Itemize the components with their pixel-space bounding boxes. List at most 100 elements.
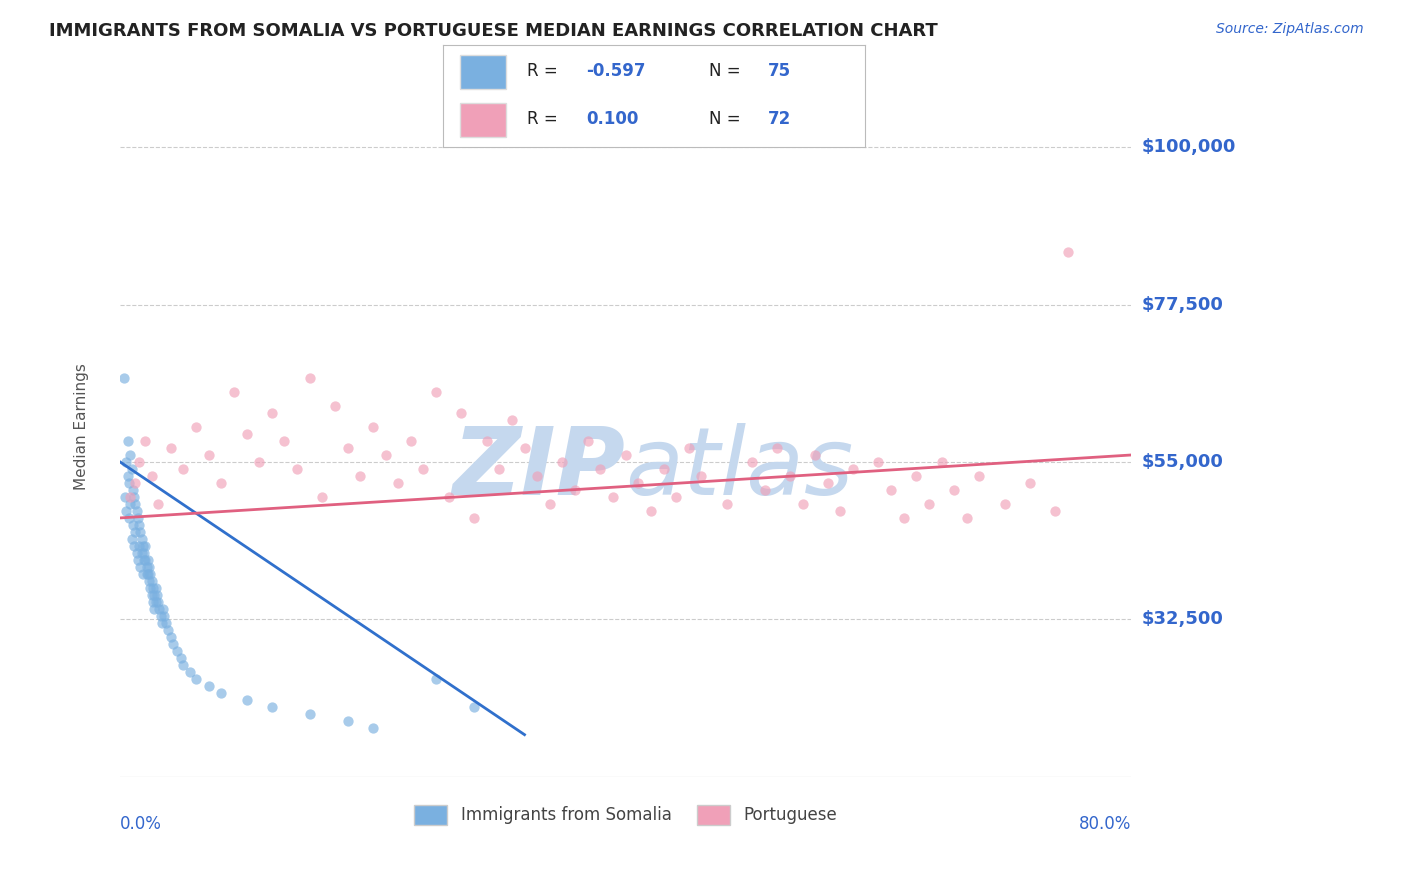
Point (120, 490, 142, 504)
Point (766, 441, 789, 455)
Point (128, 517, 150, 532)
Point (842, 462, 865, 476)
Text: Median Earnings: Median Earnings (75, 364, 89, 491)
Point (678, 441, 700, 455)
Point (311, 490, 333, 504)
Point (665, 490, 688, 504)
Point (298, 371, 321, 385)
Legend: Immigrants from Somalia, Portuguese: Immigrants from Somalia, Portuguese (408, 798, 844, 831)
Point (551, 455, 574, 469)
Point (121, 517, 143, 532)
Point (139, 581, 162, 595)
Point (149, 608, 172, 623)
Point (132, 539, 155, 553)
Point (115, 455, 138, 469)
Point (450, 406, 472, 420)
Point (399, 434, 422, 448)
Point (526, 469, 548, 483)
Point (172, 462, 194, 476)
Text: atlas: atlas (626, 424, 853, 515)
Point (115, 504, 138, 518)
Point (121, 483, 143, 497)
Point (136, 566, 159, 581)
Point (179, 665, 201, 679)
Point (172, 657, 194, 672)
Point (260, 699, 283, 714)
Text: 80.0%: 80.0% (1078, 815, 1130, 833)
Point (323, 399, 346, 413)
Point (120, 448, 142, 462)
Point (387, 475, 409, 490)
Point (209, 475, 232, 490)
Point (138, 574, 160, 588)
Point (166, 644, 188, 658)
Point (148, 602, 170, 616)
Point (463, 511, 485, 525)
Point (589, 462, 612, 476)
Point (117, 434, 139, 448)
Text: ZIP: ZIP (453, 423, 626, 515)
Point (135, 566, 157, 581)
Point (127, 553, 149, 567)
Point (513, 441, 536, 455)
Point (146, 497, 169, 511)
Point (120, 497, 142, 511)
Point (260, 406, 283, 420)
Point (136, 553, 159, 567)
Point (273, 434, 295, 448)
Point (361, 721, 384, 735)
Point (602, 490, 624, 504)
Point (118, 475, 141, 490)
Point (197, 448, 219, 462)
Point (184, 672, 207, 686)
Point (905, 469, 928, 483)
Point (741, 455, 763, 469)
Point (131, 532, 153, 546)
Point (437, 490, 460, 504)
Point (463, 699, 485, 714)
Point (779, 469, 801, 483)
Point (374, 448, 396, 462)
Point (145, 581, 167, 595)
Point (285, 462, 308, 476)
Point (298, 706, 321, 721)
Point (131, 546, 153, 560)
Point (124, 524, 146, 539)
Text: $100,000: $100,000 (1142, 138, 1236, 156)
Point (142, 595, 165, 609)
Point (117, 469, 139, 483)
Text: R =: R = (527, 111, 568, 128)
Point (159, 441, 181, 455)
Point (135, 560, 157, 574)
Point (222, 385, 245, 400)
Text: 0.0%: 0.0% (120, 815, 162, 833)
Point (124, 497, 146, 511)
Point (150, 615, 173, 630)
Text: $77,500: $77,500 (1142, 295, 1223, 314)
Point (145, 595, 167, 609)
Point (235, 427, 257, 442)
Text: 72: 72 (768, 111, 792, 128)
Point (830, 504, 852, 518)
Point (146, 595, 169, 609)
Point (141, 574, 163, 588)
Point (868, 455, 890, 469)
Point (614, 448, 637, 462)
Point (627, 475, 650, 490)
Point (247, 455, 270, 469)
Point (880, 483, 903, 497)
Point (125, 504, 148, 518)
Point (132, 566, 155, 581)
Point (817, 475, 839, 490)
Point (138, 560, 160, 574)
Text: $32,500: $32,500 (1142, 610, 1223, 628)
Point (134, 434, 156, 448)
Point (969, 469, 991, 483)
Point (690, 469, 713, 483)
Point (640, 504, 662, 518)
Point (425, 385, 447, 400)
Point (128, 539, 150, 553)
Point (129, 524, 152, 539)
Point (349, 469, 371, 483)
Point (128, 455, 150, 469)
